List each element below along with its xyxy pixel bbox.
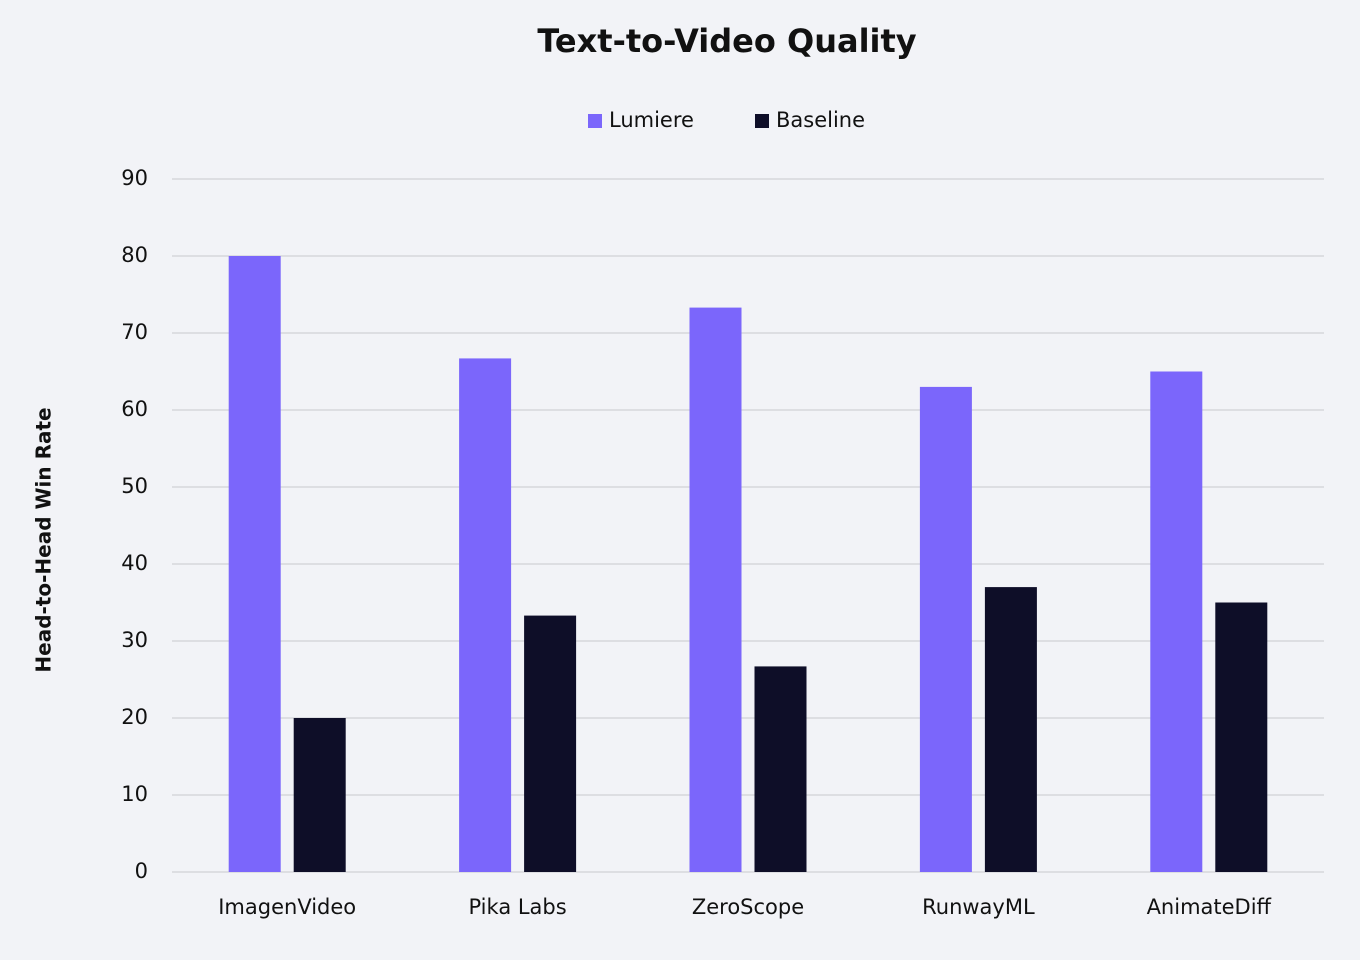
bar <box>293 718 346 872</box>
legend-label: Lumiere <box>609 108 694 132</box>
chart-title: Text-to-Video Quality <box>537 22 916 60</box>
y-tick-label: 90 <box>121 166 148 190</box>
bar <box>919 386 972 872</box>
x-tick-label: ImagenVideo <box>218 895 356 919</box>
y-axis-label: Head-to-Head Win Rate <box>32 407 56 672</box>
bar <box>459 358 512 872</box>
bar <box>524 615 577 872</box>
legend-label: Baseline <box>776 108 865 132</box>
x-tick-label: RunwayML <box>922 895 1035 919</box>
x-tick-label: ZeroScope <box>692 895 804 919</box>
bar <box>228 256 281 872</box>
y-tick-label: 50 <box>121 474 148 498</box>
y-tick-label: 70 <box>121 320 148 344</box>
bar <box>689 307 742 873</box>
y-tick-label: 40 <box>121 551 148 575</box>
y-tick-label: 20 <box>121 705 148 729</box>
legend-swatch <box>588 114 602 128</box>
bar <box>984 587 1037 872</box>
y-tick-label: 60 <box>121 397 148 421</box>
bar <box>1150 371 1203 872</box>
y-tick-label: 80 <box>121 243 148 267</box>
x-tick-label: AnimateDiff <box>1147 895 1272 919</box>
bar <box>754 666 807 872</box>
y-tick-label: 10 <box>121 782 148 806</box>
y-tick-label: 0 <box>135 859 148 883</box>
x-tick-label: Pika Labs <box>468 895 566 919</box>
legend-swatch <box>755 114 769 128</box>
y-tick-label: 30 <box>121 628 148 652</box>
bar <box>1215 602 1268 872</box>
